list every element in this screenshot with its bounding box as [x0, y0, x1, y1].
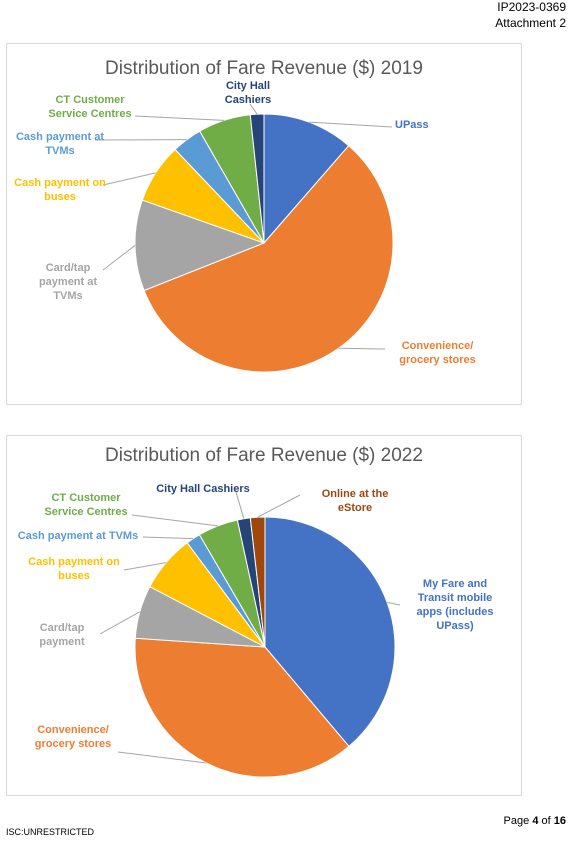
- leader-line: [142, 536, 194, 540]
- leader-line: [309, 121, 393, 128]
- page-label: Page: [503, 815, 530, 827]
- chart-title: Distribution of Fare Revenue ($) 2019: [105, 58, 423, 79]
- slice-label: City Hall Cashiers: [224, 80, 272, 106]
- slice-label: Cash payment on buses: [28, 556, 120, 582]
- slice-label: Cash payment at TVMs: [17, 530, 139, 542]
- chart-frame: [6, 435, 522, 796]
- leader-line: [134, 115, 225, 121]
- slice-label: Convenience/ grocery stores: [399, 340, 476, 366]
- doc-id: IP2023-0369: [497, 0, 566, 14]
- leader-line: [249, 103, 258, 115]
- pie-slice: [134, 199, 266, 292]
- attachment: Attachment 2: [495, 16, 566, 30]
- chart-title: Distribution of Fare Revenue ($) 2022: [105, 445, 423, 466]
- slice-label: CT Customer Service Centres: [44, 492, 128, 518]
- leader-line: [338, 347, 386, 350]
- leader-line: [102, 172, 156, 186]
- slice-label: City Hall Cashiers: [156, 483, 250, 495]
- leader-line: [235, 491, 245, 519]
- slice-label: Online at the eStore: [321, 488, 389, 514]
- slice-label: Card/tap payment: [39, 622, 85, 648]
- chart-frame: [6, 43, 522, 405]
- page-current: 4: [532, 815, 539, 827]
- leader-line: [99, 611, 141, 635]
- slice-label: Cash payment on buses: [14, 177, 106, 203]
- leader-line: [257, 494, 301, 518]
- slice-label: CT Customer Service Centres: [48, 94, 132, 120]
- leader-line: [123, 562, 167, 571]
- leader-line: [386, 601, 401, 606]
- leader-line: [117, 751, 207, 764]
- classification: ISC:UNRESTRICTED: [6, 827, 95, 837]
- pie-slice: [134, 637, 350, 778]
- page-total: 16: [553, 815, 566, 827]
- leader-line: [102, 245, 136, 271]
- page-of: of: [541, 815, 551, 827]
- slice-label: Convenience/ grocery stores: [34, 724, 112, 750]
- page-number: Page 4 of 16: [504, 815, 566, 827]
- slice-label: UPass: [395, 119, 429, 131]
- slice-label: Card/tap payment at TVMs: [38, 262, 98, 302]
- slice-label: Cash payment at TVMs: [15, 131, 105, 157]
- leader-line: [131, 514, 218, 527]
- slice-label: My Fare and Transit mobile apps (include…: [416, 578, 494, 632]
